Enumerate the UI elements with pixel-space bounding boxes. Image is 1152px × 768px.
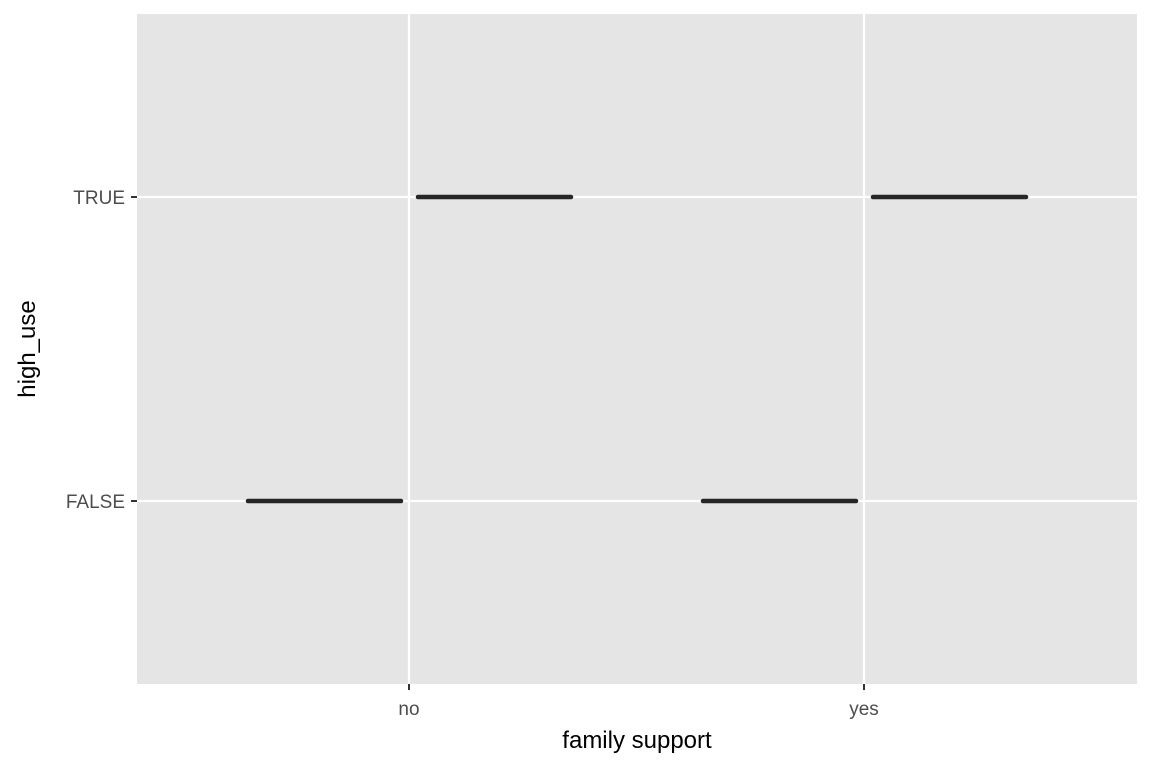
data-marks [245, 194, 1029, 504]
axis-ticks: no yes FALSE TRUE [66, 188, 879, 720]
x-tick-label-yes: yes [849, 699, 879, 720]
x-axis-title: family support [562, 727, 712, 754]
y-tick-label-TRUE: TRUE [73, 188, 125, 209]
x-tick-label-no: no [398, 699, 419, 720]
y-axis-title: high_use [14, 300, 41, 397]
plot-panel [137, 14, 1137, 684]
y-tick-label-FALSE: FALSE [66, 492, 125, 513]
